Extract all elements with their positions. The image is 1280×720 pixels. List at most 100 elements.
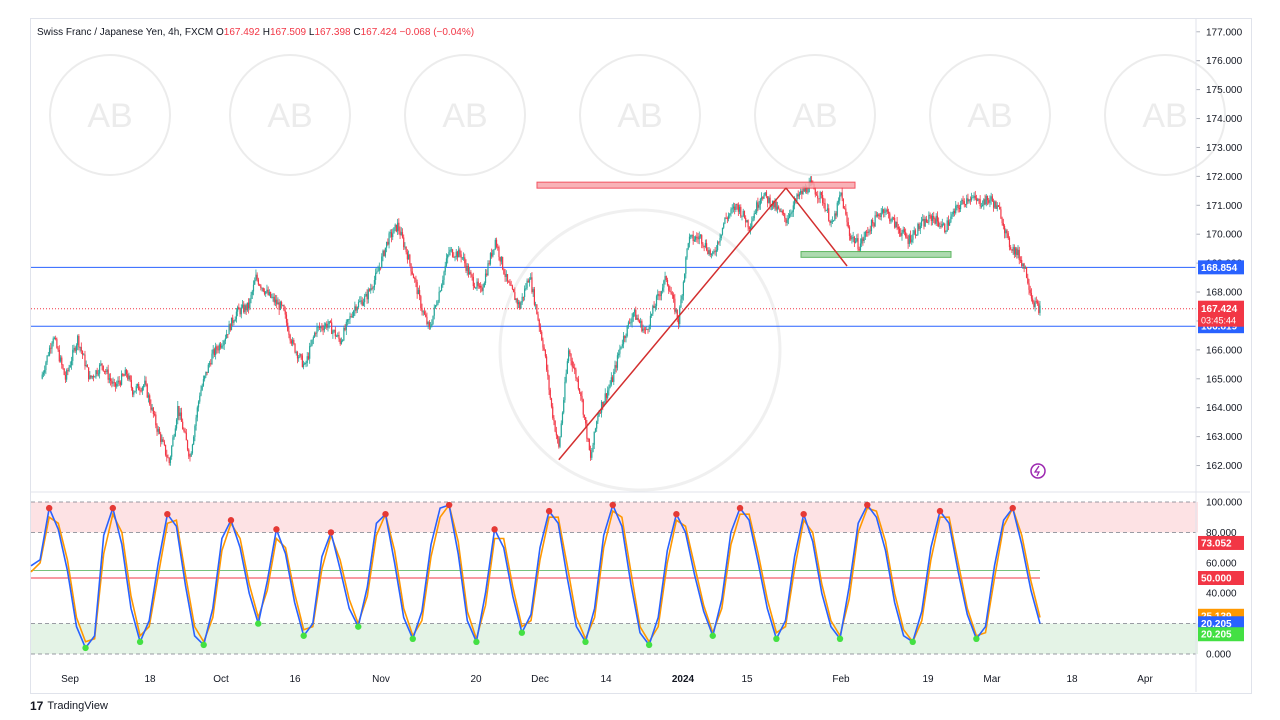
candle-body (776, 206, 779, 210)
candle (95, 369, 97, 379)
candle (630, 318, 632, 326)
candle (342, 339, 344, 343)
candle-body (570, 353, 572, 361)
candle (1001, 216, 1003, 226)
candle (189, 453, 191, 462)
candle (782, 209, 785, 217)
candle-body (818, 198, 820, 200)
candle-body (515, 298, 517, 301)
candle (107, 364, 109, 384)
candle-body (340, 340, 343, 344)
candle (175, 418, 178, 431)
candle (1030, 288, 1033, 302)
candle-body (493, 249, 495, 250)
candle (611, 375, 614, 383)
candle-body (329, 321, 332, 323)
level-price-tag (1198, 260, 1244, 275)
candle-body (594, 428, 597, 432)
candle-body (879, 216, 881, 217)
candle-body (401, 232, 404, 238)
candle (346, 319, 349, 326)
candle (386, 241, 388, 253)
candle-body (935, 215, 937, 224)
candle (168, 457, 170, 466)
candle-body (543, 347, 545, 350)
trendline (558, 187, 787, 461)
candle (719, 233, 721, 246)
candle (320, 325, 322, 333)
candle-body (825, 210, 827, 212)
symbol-title: Swiss Franc / Japanese Yen, 4h, FXCM (37, 27, 214, 38)
candle-body (186, 440, 189, 450)
candle (96, 367, 98, 377)
candle (671, 291, 673, 299)
candle (88, 367, 90, 382)
candle-body (847, 222, 849, 228)
candle-body (448, 251, 450, 256)
candle (118, 375, 120, 387)
candle-body (1019, 259, 1022, 261)
candle-body (509, 282, 511, 286)
candle (942, 222, 945, 226)
candle-body (321, 326, 323, 329)
stoch-trough-dot (300, 632, 307, 639)
candle-body (79, 346, 81, 348)
candle (835, 211, 837, 219)
candle-body (138, 383, 140, 391)
candle (362, 298, 365, 307)
tradingview-brand[interactable]: 17 TradingView (30, 699, 108, 713)
candle-body (41, 374, 43, 379)
candle-body (381, 256, 383, 268)
candle (234, 316, 236, 322)
candle (321, 322, 323, 332)
candle-body (836, 202, 838, 216)
candle (854, 237, 857, 244)
candle (541, 330, 543, 342)
candle-body (295, 352, 297, 353)
candle-body (682, 281, 684, 296)
candle-body (230, 317, 233, 331)
candle (647, 328, 649, 334)
candle-body (141, 387, 143, 392)
candle (462, 252, 465, 261)
candle-body (852, 236, 854, 238)
candle (673, 292, 675, 303)
candle-body (399, 230, 401, 236)
candle-body (960, 204, 962, 210)
candle-body (63, 368, 65, 375)
candle (963, 198, 965, 208)
candle-body (312, 337, 314, 340)
candle-body (164, 444, 167, 455)
candle-body (853, 236, 855, 243)
candle (514, 287, 516, 301)
candle (72, 344, 74, 366)
candle-body (631, 317, 633, 323)
candle-body (324, 323, 327, 327)
candle (934, 217, 936, 225)
candle (1003, 224, 1006, 239)
candle-body (127, 374, 129, 380)
candle-body (972, 197, 974, 199)
candle-body (307, 356, 310, 359)
candle-body (439, 290, 441, 292)
candle-body (536, 304, 538, 315)
candle (619, 344, 621, 358)
candle (248, 298, 250, 314)
candle-body (732, 206, 735, 209)
candle (731, 204, 733, 214)
candle (230, 317, 233, 331)
candle (886, 206, 888, 214)
candle (145, 376, 147, 387)
candle-body (343, 327, 345, 341)
candle-body (923, 218, 925, 227)
candle-body (68, 367, 70, 371)
candle-body (263, 291, 266, 294)
candle (583, 414, 586, 421)
candle (188, 448, 190, 460)
candle (825, 209, 827, 212)
candle-body (997, 205, 1000, 207)
candle (517, 299, 520, 308)
candle-body (239, 309, 241, 315)
candle-body (465, 263, 467, 271)
